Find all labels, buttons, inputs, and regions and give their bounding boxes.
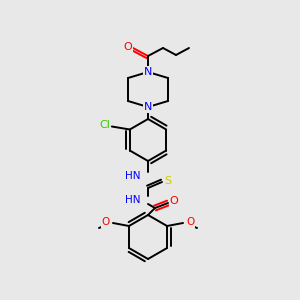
Text: N: N (144, 102, 152, 112)
Text: O: O (102, 217, 110, 227)
Text: O: O (124, 42, 132, 52)
Text: HN: HN (124, 195, 140, 205)
Text: O: O (169, 196, 178, 206)
Text: HN: HN (124, 171, 140, 181)
Text: O: O (186, 217, 194, 227)
Text: Cl: Cl (99, 121, 110, 130)
Text: S: S (164, 176, 172, 186)
Text: N: N (144, 67, 152, 77)
